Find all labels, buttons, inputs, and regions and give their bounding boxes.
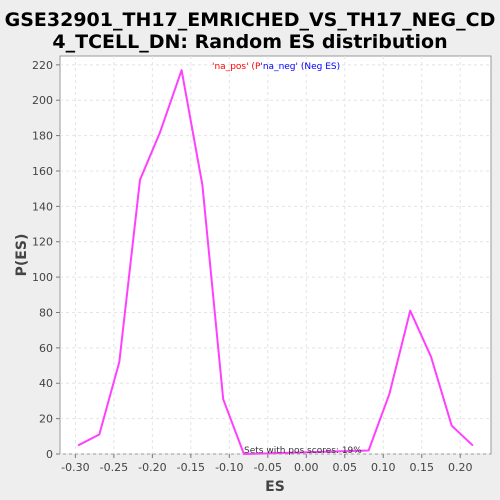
- x-tick-label: 0.15: [409, 461, 434, 474]
- series-point: [159, 131, 161, 133]
- x-tick-label: -0.10: [215, 461, 243, 474]
- series-point: [409, 310, 411, 312]
- plot-area: [60, 56, 491, 454]
- series-point: [181, 69, 183, 71]
- x-tick-label: -0.20: [138, 461, 166, 474]
- y-tick-label: 60: [39, 342, 53, 355]
- y-tick-label: 20: [39, 413, 53, 426]
- series-point: [139, 179, 141, 181]
- x-tick-label: 0.00: [294, 461, 319, 474]
- y-tick-label: 220: [32, 59, 53, 72]
- x-tick-label: -0.25: [100, 461, 128, 474]
- y-tick-label: 80: [39, 306, 53, 319]
- series-point: [118, 361, 120, 363]
- series-point: [368, 450, 370, 452]
- series-point: [472, 444, 474, 446]
- chart-title-line1: GSE32901_TH17_EMRICHED_VS_TH17_NEG_CD: [5, 9, 496, 31]
- x-tick-label: 0.20: [448, 461, 473, 474]
- x-tick-label: -0.15: [177, 461, 205, 474]
- y-tick-label: 0: [46, 448, 53, 461]
- y-tick-label: 120: [32, 236, 53, 249]
- y-axis-label: P(ES): [14, 234, 30, 277]
- y-tick-label: 140: [32, 200, 53, 213]
- y-tick-label: 160: [32, 165, 53, 178]
- series-point: [430, 356, 432, 358]
- series-point: [98, 434, 100, 436]
- series-point: [451, 425, 453, 427]
- x-tick-label: 0.05: [333, 461, 358, 474]
- y-tick-label: 180: [32, 130, 53, 143]
- x-tick-label: 0.10: [371, 461, 396, 474]
- legend-neg-entry: 'na_neg' (Neg ES): [260, 62, 340, 72]
- x-tick-label: -0.05: [254, 461, 282, 474]
- legend: 'na_pos' (P'na_neg' (Neg ES): [212, 62, 340, 72]
- x-axis-label: ES: [265, 479, 285, 495]
- legend-pos-entry: 'na_pos' (P: [212, 62, 261, 72]
- y-tick-label: 40: [39, 377, 53, 390]
- chart-title-line2: 4_TCELL_DN: Random ES distribution: [52, 31, 447, 53]
- x-tick-label: -0.30: [61, 461, 89, 474]
- series-point: [222, 398, 224, 400]
- series-point: [389, 393, 391, 395]
- y-tick-label: 100: [32, 271, 53, 284]
- series-point: [78, 444, 80, 446]
- series-point: [202, 184, 204, 186]
- pos-scores-annotation: Sets with pos scores: 19%: [244, 446, 362, 456]
- y-tick-label: 200: [32, 94, 53, 107]
